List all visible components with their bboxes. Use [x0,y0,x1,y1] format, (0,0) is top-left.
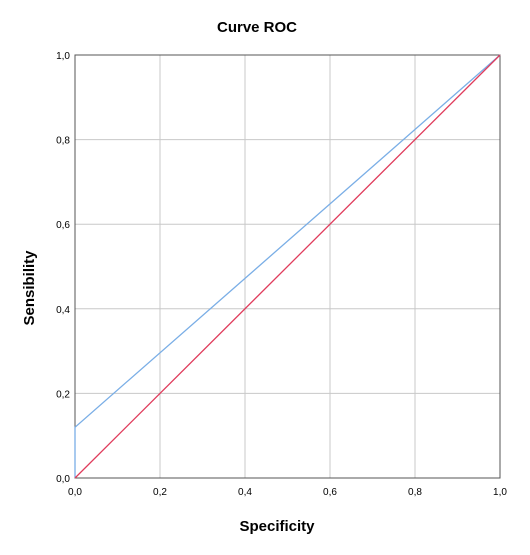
y-tick-label-0: 0,0 [56,474,70,485]
x-tick-label-3: 0,6 [323,487,337,498]
y-tick-label-5: 1,0 [56,51,70,62]
y-tick-label-2: 0,4 [56,305,70,316]
y-tick-label-3: 0,6 [56,220,70,231]
series-layer [74,54,501,479]
tick-layer: 0,0 0,2 0,4 0,6 0,8 1,0 0,0 0,2 0,4 0,6 0,8 1,0 [56,51,507,498]
x-tick-label-4: 0,8 [408,487,422,498]
x-axis-title: Specificity [239,518,315,535]
y-tick-label-4: 0,8 [56,136,70,147]
series-line-1 [74,54,501,479]
x-tick-label-5: 1,0 [493,487,507,498]
plot-frame [74,54,501,479]
grid-layer [75,55,500,478]
x-tick-label-0: 0,0 [68,487,82,498]
series-line-0 [74,54,501,478]
y-tick-label-1: 0,2 [56,389,70,400]
x-tick-label-2: 0,4 [238,487,252,498]
chart-title: Curve ROC [217,19,297,36]
x-tick-label-1: 0,2 [153,487,167,498]
y-axis-title: Sensibility [21,250,38,326]
